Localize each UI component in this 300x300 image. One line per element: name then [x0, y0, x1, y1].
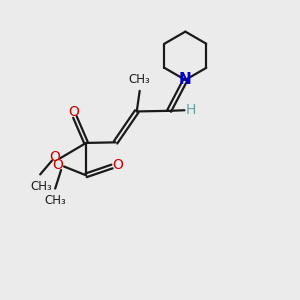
Text: O: O [53, 158, 64, 172]
Text: O: O [68, 105, 79, 119]
Text: H: H [185, 103, 196, 117]
Text: O: O [112, 158, 123, 172]
Text: CH₃: CH₃ [44, 194, 66, 207]
Text: N: N [179, 72, 192, 87]
Text: CH₃: CH₃ [129, 74, 151, 86]
Text: O: O [50, 150, 60, 164]
Text: CH₃: CH₃ [30, 180, 52, 193]
